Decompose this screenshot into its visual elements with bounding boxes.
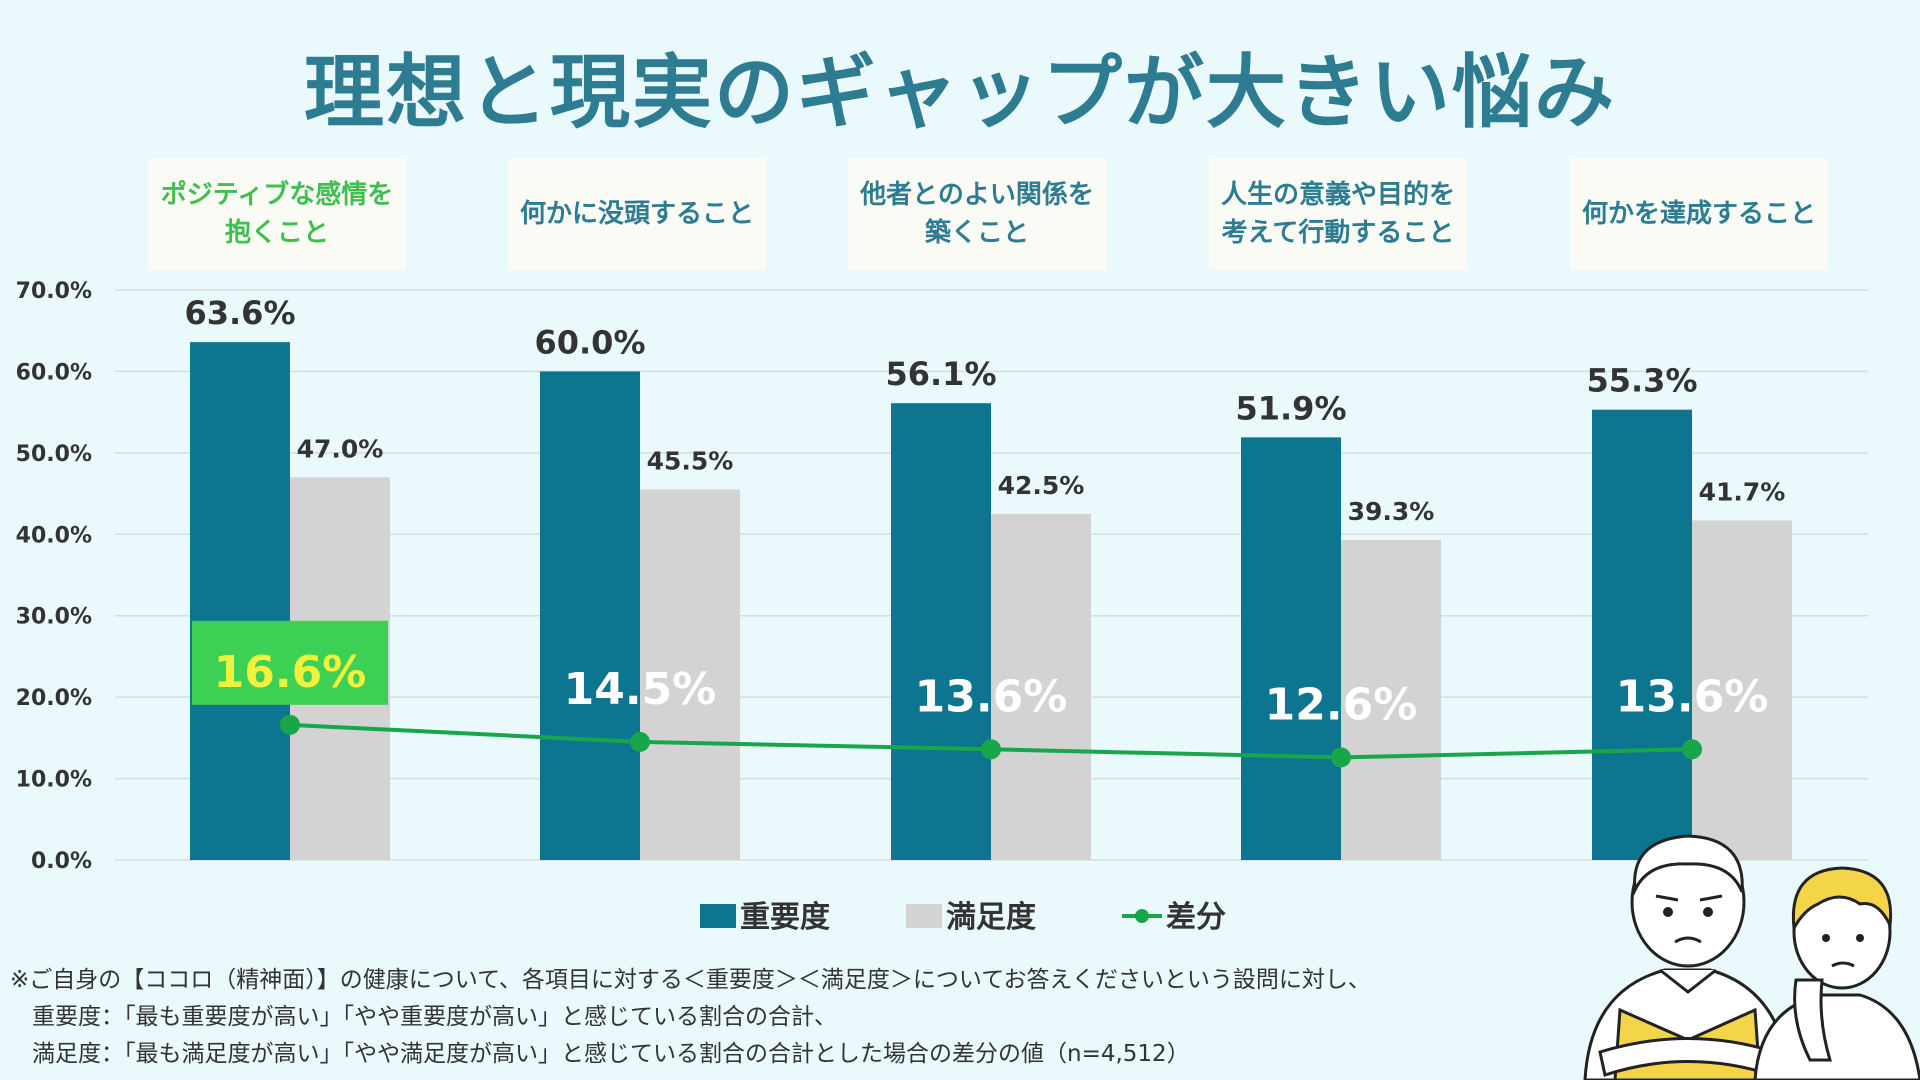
bar-satisfaction [1341, 539, 1441, 860]
data-label-satisfaction: 45.5% [647, 447, 734, 476]
legend-marker [1135, 909, 1149, 923]
data-label-importance: 55.3% [1586, 362, 1697, 400]
y-tick-label: 30.0% [16, 605, 92, 630]
page-title: 理想と現実のギャップが大きい悩み [304, 45, 1616, 139]
difference-point [1331, 747, 1351, 768]
data-label-difference: 14.5% [564, 664, 717, 715]
footnote-line-2: 重要度：「最も重要度が高い」「やや重要度が高い」と感じている割合の合計、 [32, 1004, 837, 1030]
man-figure [1583, 834, 1792, 1080]
footnote: ※ご自身の【ココロ（精神面）】の健康について、各項目に対する＜重要度＞＜満足度＞… [10, 962, 1570, 1073]
difference-point [280, 714, 300, 735]
bar-satisfaction [1692, 520, 1792, 860]
footnote-line-3: 満足度：「最も満足度が高い」「やや満足度が高い」と感じている割合の合計とした場合… [32, 1041, 1190, 1067]
category-label-3: 人生の意義や目的を 考えて行動すること [1209, 158, 1467, 270]
difference-point [1682, 739, 1702, 760]
boy-figure [1753, 866, 1920, 1080]
data-label-satisfaction: 47.0% [297, 434, 384, 463]
legend-swatch [700, 904, 736, 928]
y-tick-label: 60.0% [16, 360, 92, 385]
y-tick-label: 40.0% [16, 523, 92, 548]
data-label-difference: 16.6% [214, 647, 367, 698]
bar-satisfaction [640, 489, 740, 860]
data-label-satisfaction: 41.7% [1699, 477, 1786, 506]
y-tick-label: 50.0% [16, 442, 92, 467]
difference-point [630, 731, 650, 752]
data-label-importance: 60.0% [534, 323, 645, 361]
y-tick-label: 0.0% [31, 849, 92, 874]
footnote-line-1: ※ご自身の【ココロ（精神面）】の健康について、各項目に対する＜重要度＞＜満足度＞… [10, 967, 1371, 993]
category-label-1: 何かに没頭すること [508, 158, 766, 270]
data-label-importance: 51.9% [1235, 389, 1346, 427]
worried-people-illustration [1583, 834, 1920, 1080]
legend-swatch [906, 904, 942, 928]
bar-importance [540, 371, 640, 860]
legend-label: 重要度 [740, 900, 830, 935]
y-tick-label: 10.0% [16, 768, 92, 793]
category-label-0: ポジティブな感情を 抱くこと [148, 158, 406, 270]
legend-label: 満足度 [946, 900, 1036, 935]
data-label-importance: 56.1% [885, 355, 996, 393]
difference-point [981, 739, 1001, 760]
data-label-satisfaction: 42.5% [998, 471, 1085, 500]
bar-importance [1241, 437, 1341, 860]
data-label-difference: 13.6% [1616, 671, 1769, 722]
data-label-difference: 12.6% [1265, 679, 1418, 730]
bar-satisfaction [991, 513, 1091, 860]
data-label-difference: 13.6% [915, 671, 1068, 722]
data-label-importance: 63.6% [184, 294, 295, 332]
legend-label: 差分 [1166, 900, 1226, 935]
y-tick-label: 20.0% [16, 686, 92, 711]
y-tick-label: 70.0% [16, 279, 92, 304]
category-label-2: 他者とのよい関係を 築くこと [848, 158, 1106, 270]
bar-importance [1592, 409, 1692, 860]
category-label-4: 何かを達成すること [1570, 158, 1828, 270]
highlight-badge [192, 620, 388, 705]
data-label-satisfaction: 39.3% [1348, 497, 1435, 526]
bar-importance [891, 403, 991, 860]
bar-importance [190, 342, 290, 861]
